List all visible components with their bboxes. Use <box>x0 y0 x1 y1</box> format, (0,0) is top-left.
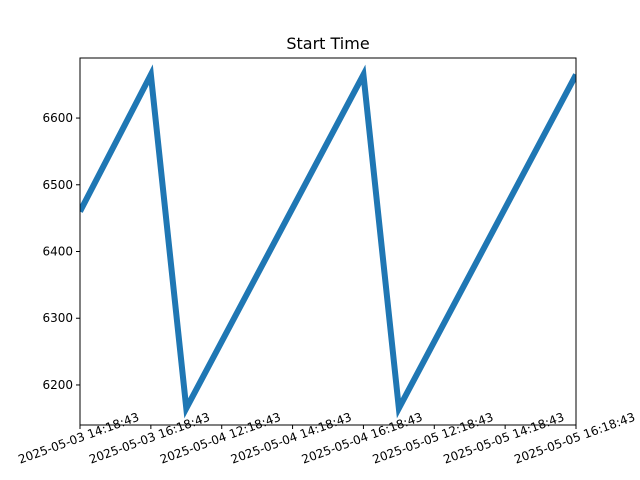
x-tick-label: 2025-05-05 12:18:43 <box>371 410 496 467</box>
y-tick-label: 6400 <box>42 245 73 259</box>
x-tick-label: 2025-05-04 14:18:43 <box>229 410 354 467</box>
x-tick-label: 2025-05-05 16:18:43 <box>512 410 637 467</box>
y-tick-label: 6600 <box>42 111 73 125</box>
y-tick-label: 6300 <box>42 311 73 325</box>
x-tick-label: 2025-05-03 14:18:43 <box>16 410 141 467</box>
series-layer <box>80 64 576 419</box>
plot-frame <box>79 57 577 426</box>
axes <box>79 57 577 426</box>
chart-title: Start Time <box>286 34 369 53</box>
y-ticks: 6200 6300 6400 6500 6600 <box>42 111 80 392</box>
x-tick-label: 2025-05-04 16:18:43 <box>300 410 425 467</box>
x-tick-label: 2025-05-03 16:18:43 <box>87 410 212 467</box>
x-tick-label: 2025-05-04 12:18:43 <box>158 410 283 467</box>
x-tick-label: 2025-05-05 14:18:43 <box>441 410 566 467</box>
series-line-0 <box>80 64 576 419</box>
y-tick-label: 6200 <box>42 378 73 392</box>
y-tick-label: 6500 <box>42 178 73 192</box>
